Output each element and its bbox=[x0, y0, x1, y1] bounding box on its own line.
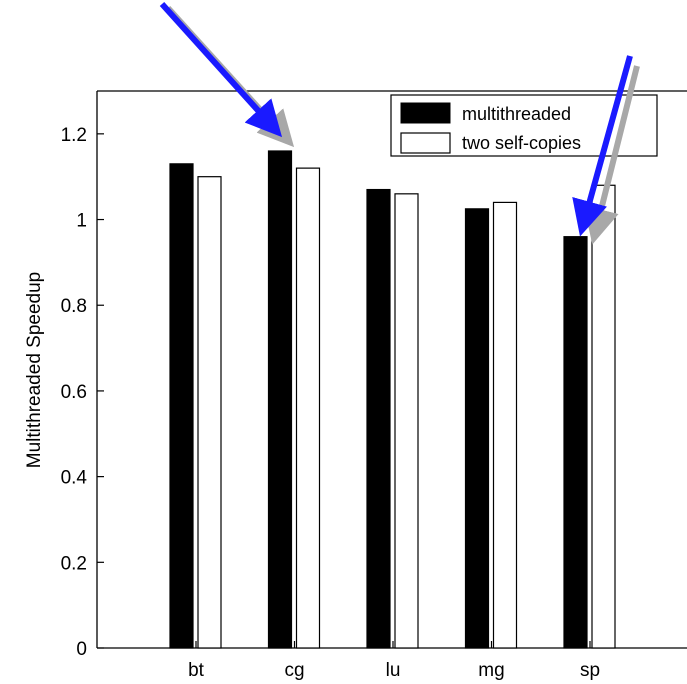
bar-self-copies-mg bbox=[492, 201, 518, 649]
x-axis-ticks: bt cg lu mg sp bbox=[188, 641, 600, 681]
bar-self-copies-lu bbox=[394, 193, 419, 649]
legend-label-multithreaded: multithreaded bbox=[462, 104, 571, 124]
bar-multithreaded-lu bbox=[366, 188, 391, 649]
y-tick-label: 0 bbox=[76, 639, 87, 660]
bar-multithreaded-mg bbox=[464, 208, 490, 649]
y-tick-label: 0.8 bbox=[61, 296, 87, 317]
y-tick-label: 1.2 bbox=[61, 125, 87, 146]
legend-label-self-copies: two self-copies bbox=[462, 133, 581, 153]
x-tick-label-mg: mg bbox=[478, 660, 504, 681]
bar-multithreaded-cg bbox=[267, 150, 293, 649]
legend-swatch-self-copies bbox=[400, 132, 451, 154]
bar-multithreaded-sp bbox=[563, 236, 588, 649]
x-tick-label-lu: lu bbox=[386, 660, 401, 681]
bar-self-copies-bt bbox=[197, 176, 222, 649]
bars bbox=[169, 150, 616, 649]
bar-self-copies-sp bbox=[591, 184, 616, 649]
plot-frame bbox=[96, 90, 687, 649]
bar-self-copies-cg bbox=[295, 167, 321, 649]
x-tick-label-bt: bt bbox=[188, 660, 205, 681]
y-tick-label: 0.4 bbox=[61, 468, 88, 489]
y-axis-title: Multithreaded Speedup bbox=[24, 272, 45, 468]
y-axis-ticks: 0 0.2 0.4 0.6 0.8 1 1.2 bbox=[61, 125, 104, 660]
arrow-cg bbox=[159, 1, 283, 138]
y-tick-label: 0.6 bbox=[61, 382, 87, 403]
arrow-sp bbox=[572, 55, 633, 237]
y-tick-label: 1 bbox=[76, 211, 87, 232]
y-tick-label: 0.2 bbox=[61, 553, 87, 574]
legend-swatch-multithreaded bbox=[400, 102, 451, 124]
bar-multithreaded-bt bbox=[169, 163, 194, 649]
x-tick-label-sp: sp bbox=[580, 660, 600, 681]
x-tick-label-cg: cg bbox=[284, 660, 304, 681]
annotation-arrows bbox=[159, 1, 640, 245]
